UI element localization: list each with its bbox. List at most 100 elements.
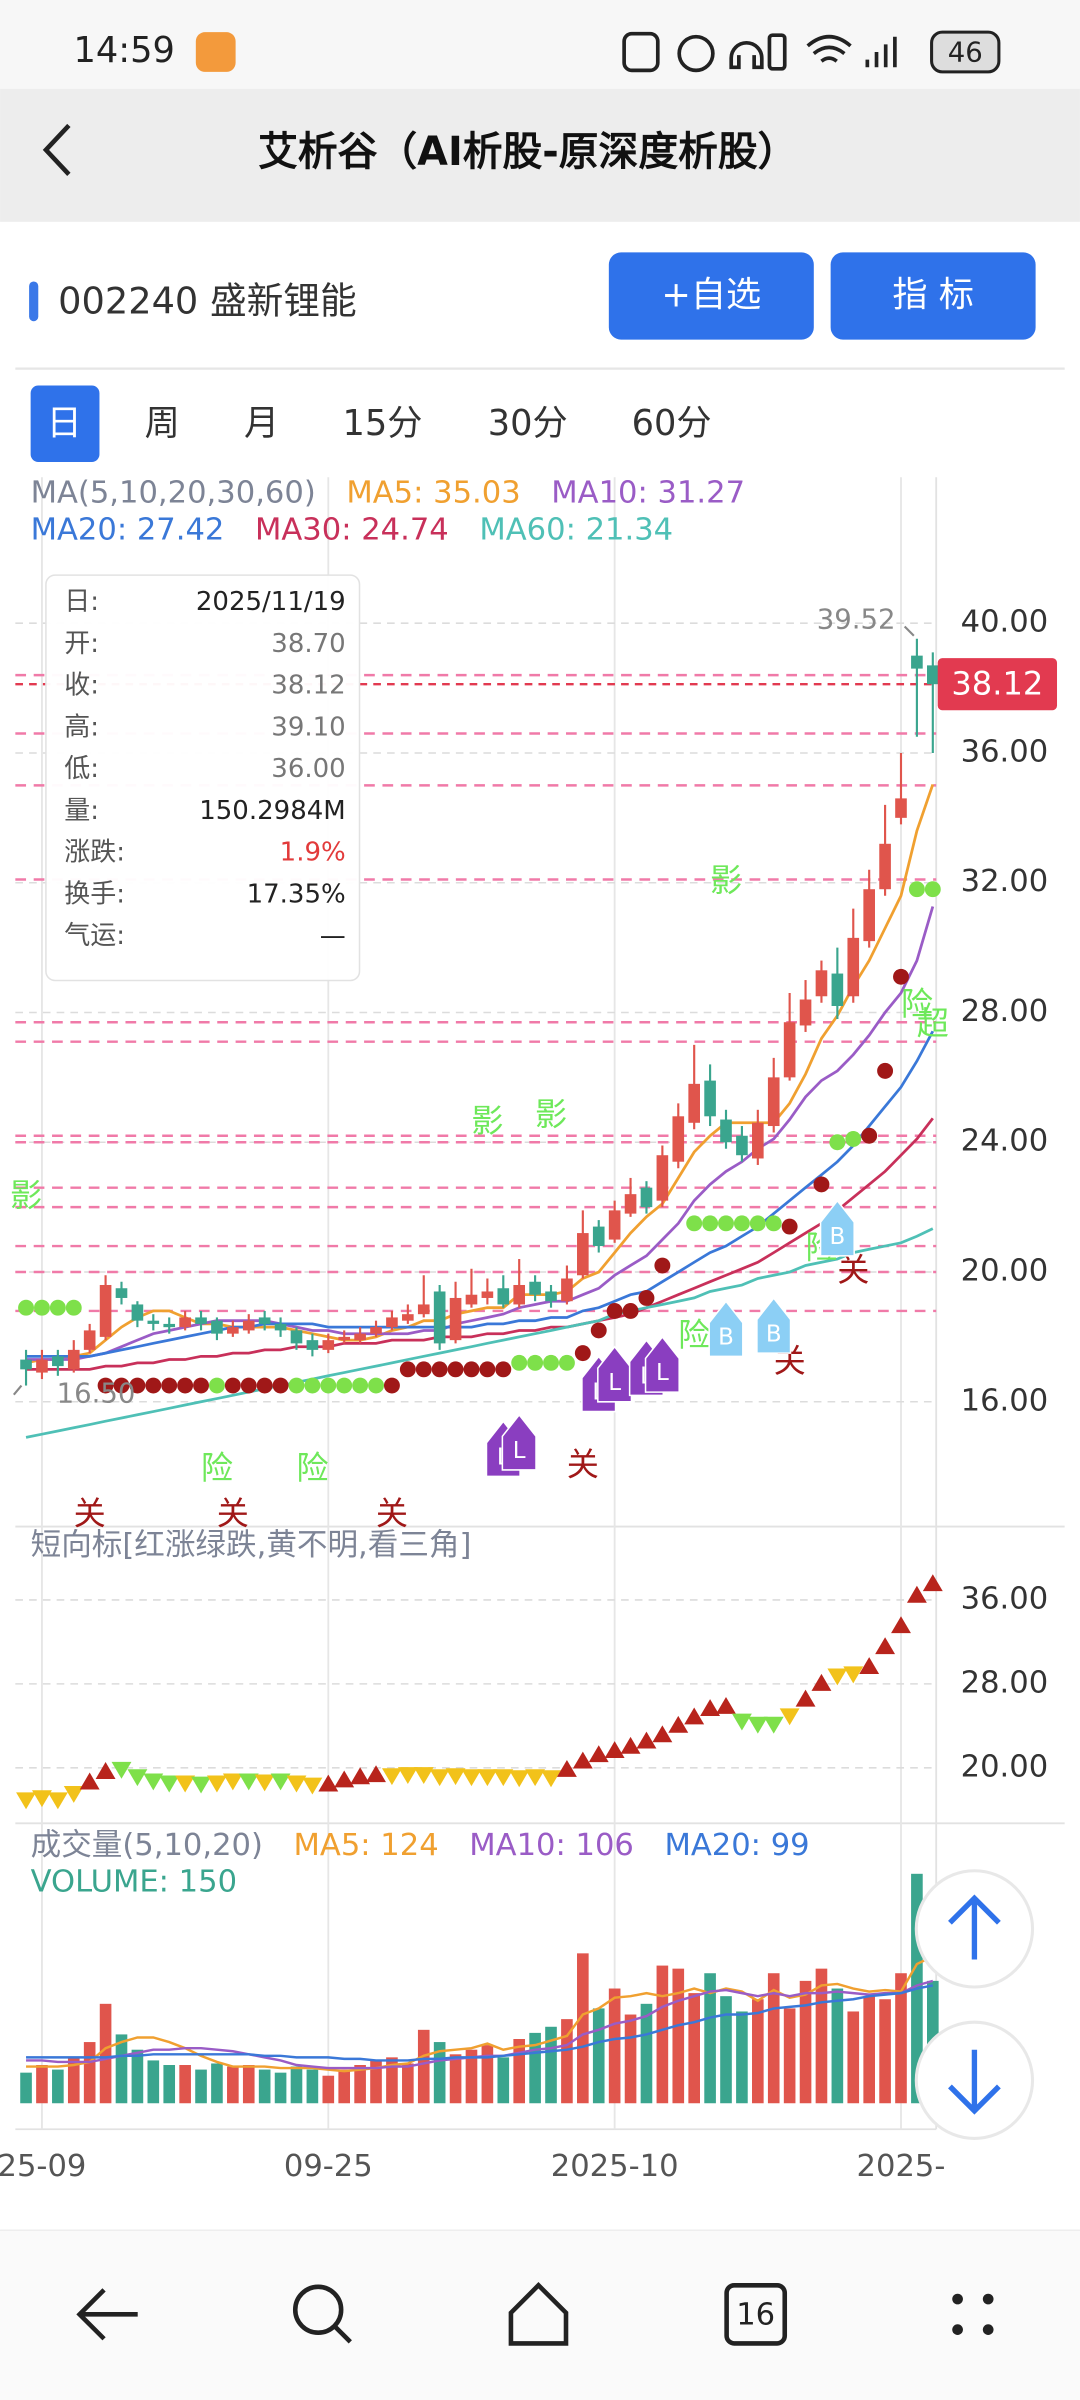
candle-body xyxy=(99,1284,112,1337)
period-tab[interactable]: 30分 xyxy=(488,403,568,444)
legend-entry: MA30: 24.74 xyxy=(255,512,449,547)
volume-bar xyxy=(752,1999,764,2104)
tooltip-value: 1.9% xyxy=(280,838,346,868)
direction-triangle xyxy=(906,1585,927,1603)
candle-body xyxy=(672,1116,685,1162)
nav-search[interactable] xyxy=(292,2284,352,2344)
candle-body xyxy=(386,1317,398,1328)
watchlist-button-label[interactable]: +自选 xyxy=(661,275,761,316)
tooltip-label: 收: xyxy=(64,671,99,701)
direction-triangle xyxy=(238,1773,259,1791)
period-tab[interactable]: 15分 xyxy=(342,403,422,444)
volume-bar xyxy=(36,2065,48,2104)
direction-triangle xyxy=(47,1792,68,1810)
volume-bar xyxy=(529,2032,541,2104)
candle-body xyxy=(561,1278,573,1302)
candle-body xyxy=(354,1333,366,1341)
volume-bar xyxy=(67,2057,80,2104)
direction-triangle xyxy=(270,1773,291,1791)
indicator-button[interactable] xyxy=(830,252,1036,340)
tooltip-value: 36.00 xyxy=(271,754,345,784)
battery-level: 46 xyxy=(948,37,983,69)
legend-entry: MA10: 31.27 xyxy=(551,476,745,511)
scroll-down-button[interactable] xyxy=(914,2020,1035,2140)
signal-dot xyxy=(193,1377,209,1394)
tooltip-label: 涨跌: xyxy=(64,838,125,868)
direction-triangle xyxy=(95,1762,116,1779)
nav-back[interactable] xyxy=(76,2288,138,2341)
signal-badge xyxy=(644,1335,680,1393)
signal-label: 险 xyxy=(201,1449,233,1487)
signal-dot xyxy=(65,1299,82,1316)
signal-dot xyxy=(845,1131,862,1147)
candle-body xyxy=(163,1323,176,1328)
nav-tabs-count[interactable]: 16 xyxy=(736,2297,775,2332)
signal-label: 影 xyxy=(535,1095,567,1133)
candle-body xyxy=(847,937,860,997)
volume-bar xyxy=(417,2029,430,2104)
volume-bar xyxy=(592,2008,605,2104)
direction-triangle xyxy=(222,1773,243,1791)
candle-body xyxy=(179,1317,191,1328)
watchlist-button[interactable] xyxy=(608,252,814,340)
signal-dot xyxy=(18,1299,34,1316)
volume-bar xyxy=(831,1988,844,2104)
direction-triangle xyxy=(620,1736,641,1754)
legend-entry: MA(5,10,20,30,60) xyxy=(31,476,316,511)
signal-dot xyxy=(113,1377,130,1394)
volume-bar xyxy=(863,1996,875,2104)
nav-menu[interactable] xyxy=(952,2293,994,2335)
period-tab[interactable]: 月 xyxy=(244,403,279,444)
scroll-up-button[interactable] xyxy=(914,1869,1035,1989)
signal-label: 关 xyxy=(376,1494,408,1532)
signal-badge-label: B xyxy=(718,1325,734,1351)
candle-body xyxy=(577,1233,589,1276)
tooltip-value: 17.35% xyxy=(247,879,346,909)
indicator-button-label[interactable]: 指 标 xyxy=(892,275,974,316)
period-tab[interactable]: 60分 xyxy=(632,403,712,444)
signal-label: 险 xyxy=(296,1449,328,1487)
tooltip-value: 150.2984M xyxy=(199,796,346,826)
candle-body xyxy=(481,1291,494,1298)
direction-triangle xyxy=(541,1770,561,1788)
tab-selected-bg xyxy=(30,385,100,462)
nav-bar xyxy=(0,2230,1080,2400)
candle-body xyxy=(720,1119,732,1143)
signal-dot xyxy=(718,1215,734,1232)
volume-bar xyxy=(20,2072,32,2104)
candle-body xyxy=(242,1320,255,1331)
legend-entry: MA5: 35.03 xyxy=(346,476,520,511)
signal-label: 关 xyxy=(217,1494,249,1532)
volume-bar xyxy=(227,2066,239,2104)
signal-dot xyxy=(877,1062,894,1079)
x-tick-label: 25-09 xyxy=(0,2149,86,2184)
y-tick-label: 20.00 xyxy=(961,1749,1049,1784)
candle-body xyxy=(338,1336,351,1341)
period-tab[interactable]: 日 xyxy=(47,403,82,444)
period-tab[interactable]: 周 xyxy=(145,403,180,444)
signal-dot xyxy=(415,1361,432,1378)
last-price-label: 38.12 xyxy=(951,665,1043,703)
status-icons xyxy=(622,31,897,73)
volume-bar xyxy=(131,2049,144,2104)
extreme-pointer xyxy=(12,1384,23,1396)
volume-bar xyxy=(608,1988,621,2104)
tooltip-label: 换手: xyxy=(64,879,125,909)
signal-dot xyxy=(447,1361,464,1378)
signal-dot xyxy=(304,1377,321,1394)
back-button[interactable] xyxy=(42,123,71,176)
signal-dot xyxy=(558,1354,575,1371)
signal-badge-label: B xyxy=(829,1224,845,1250)
candle-body xyxy=(465,1294,478,1305)
candle-body xyxy=(83,1330,96,1350)
direction-triangle xyxy=(493,1769,514,1787)
volume-bar xyxy=(163,2065,176,2104)
indicator-title: 短向标[红涨绿跌,黄不明,看三角] xyxy=(31,1528,472,1563)
volume-bar xyxy=(513,2039,526,2104)
candle-body xyxy=(815,970,828,997)
nav-tabs[interactable] xyxy=(724,2282,788,2346)
signal-dot xyxy=(129,1377,146,1394)
nav-home[interactable] xyxy=(508,2282,569,2346)
extreme-label: 16.50 xyxy=(57,1378,136,1410)
